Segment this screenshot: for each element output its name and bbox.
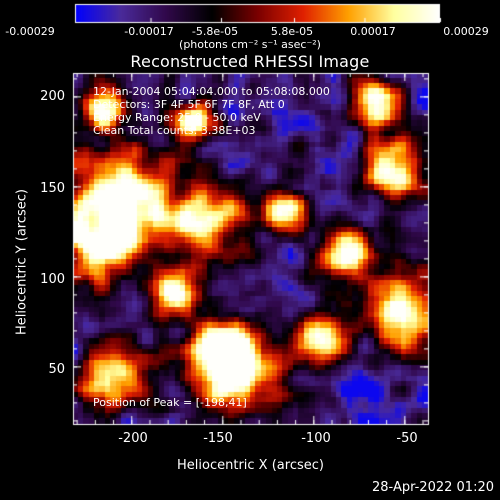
x-tick-label: -150 bbox=[203, 431, 233, 446]
colorbar-tick-label: 0.00017 bbox=[350, 25, 396, 38]
y-axis-label: Heliocentric Y (arcsec) bbox=[14, 189, 30, 335]
x-tick-label: -50 bbox=[396, 431, 418, 446]
colorbar-tick-label: 0.00029 bbox=[443, 25, 489, 38]
y-tick-label: 150 bbox=[40, 181, 65, 196]
y-tick-label: 100 bbox=[40, 272, 65, 287]
x-tick-label: -100 bbox=[301, 431, 331, 446]
colorbar-tick-label: -0.00017 bbox=[124, 25, 174, 38]
colorbar-units: (photons cm⁻² s⁻¹ asec⁻²) bbox=[179, 38, 321, 51]
y-tick-label: 50 bbox=[48, 362, 65, 377]
plot-date: 28-Apr-2022 01:20 bbox=[372, 480, 494, 495]
x-tick-label: -200 bbox=[118, 431, 148, 446]
peak-annotation: Position of Peak = [-198,41] bbox=[93, 396, 247, 409]
detectors-annotation: Detectors: 3F 4F 5F 6F 7F 8F, Att 0 bbox=[93, 98, 285, 111]
energy-annotation: Energy Range: 25.0 - 50.0 keV bbox=[93, 111, 261, 124]
clean-annotation: Clean Total counts: 3.38E+03 bbox=[93, 124, 256, 137]
colorbar-tick-label: -5.8e-05 bbox=[191, 25, 239, 38]
colorbar-tick-label: 5.8e-05 bbox=[270, 25, 314, 38]
colorbar-tick-label: -0.00029 bbox=[5, 25, 55, 38]
x-axis-label: Heliocentric X (arcsec) bbox=[177, 458, 324, 473]
time-range-annotation: 12-Jan-2004 05:04:04.000 to 05:08:08.000 bbox=[93, 85, 330, 98]
chart-title: Reconstructed RHESSI Image bbox=[130, 52, 370, 71]
y-tick-label: 200 bbox=[40, 89, 65, 104]
